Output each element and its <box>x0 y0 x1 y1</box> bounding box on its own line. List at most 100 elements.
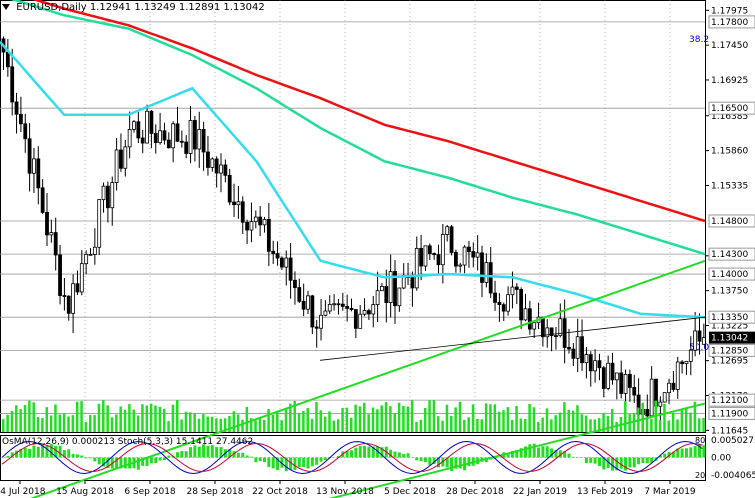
volume-bar <box>419 419 423 432</box>
volume-bar <box>184 411 188 432</box>
volume-bar <box>319 410 323 432</box>
candle-body <box>645 408 650 417</box>
volume-bar <box>228 415 231 432</box>
osma-bar <box>289 457 293 470</box>
osma-bar <box>415 457 419 461</box>
volume-bar <box>119 406 122 432</box>
candle-body <box>249 221 254 231</box>
osma-bar <box>89 457 92 459</box>
volume-bar <box>32 402 35 432</box>
candle-body <box>110 182 115 209</box>
candle-body <box>18 113 23 125</box>
volume-bar <box>145 405 149 432</box>
candle-body <box>288 257 293 281</box>
candle-body <box>453 252 458 267</box>
moving-average-line <box>10 0 706 256</box>
candle-body <box>632 387 637 396</box>
volume-bar <box>532 407 536 432</box>
candle-body <box>488 262 493 294</box>
volume-bar <box>128 404 131 432</box>
volume-bar <box>584 415 588 432</box>
volume-bar <box>632 413 636 432</box>
osma-bar <box>489 457 493 460</box>
candle-body <box>597 360 602 369</box>
candle-body <box>414 247 419 289</box>
candle-body <box>327 303 332 312</box>
volume-bar <box>663 403 666 432</box>
volume-bar <box>28 400 31 432</box>
trend-line-upper <box>29 259 706 498</box>
osma-bar <box>306 457 310 469</box>
candle-body <box>210 158 215 168</box>
time-tick-label: 28 Sep 2018 <box>186 487 243 497</box>
level-label: 1.13350 <box>711 313 748 323</box>
volume-bar <box>167 421 170 432</box>
volume-bar <box>350 417 353 432</box>
dropdown-triangle-icon[interactable] <box>2 4 10 10</box>
osma-group <box>2 443 706 472</box>
volume-bar <box>258 418 262 432</box>
volume-bar <box>219 418 222 432</box>
level-label: 1.14000 <box>711 270 748 280</box>
trend-line-thin <box>319 316 706 361</box>
level-label-box <box>708 15 755 29</box>
candle-body <box>601 367 606 389</box>
volume-bar <box>371 407 375 432</box>
candle-body <box>475 252 480 258</box>
candle-body <box>223 164 228 176</box>
candle-body <box>523 308 528 321</box>
osma-bar <box>271 457 275 469</box>
time-tick-label: 28 Dec 2018 <box>446 487 504 497</box>
volume-bar <box>36 416 40 432</box>
osma-bar <box>358 446 362 458</box>
osma-bar <box>606 457 610 469</box>
osma-bar <box>141 457 145 466</box>
candle-body <box>32 158 36 174</box>
time-tick-label: 15 Aug 2018 <box>56 487 114 497</box>
volume-bar <box>80 401 83 432</box>
volume-bar <box>537 421 540 432</box>
volume-bar <box>428 400 431 432</box>
volume-bar <box>280 420 283 432</box>
volume-bar <box>493 404 497 432</box>
stoch-label: Stoch(5,3,3) 15.1411 27.4462 <box>117 437 254 447</box>
osma-bar <box>689 447 693 458</box>
osma-bar <box>228 449 232 458</box>
candle-body <box>506 294 511 312</box>
volume-bar <box>328 411 331 432</box>
osma-bar <box>480 457 484 462</box>
candle-body <box>693 330 698 351</box>
candle-body <box>219 164 223 174</box>
candle-body <box>119 149 123 169</box>
volume-bar <box>410 400 414 432</box>
candle-body <box>419 247 424 267</box>
volume-bar <box>332 420 336 432</box>
candle-body <box>27 138 32 174</box>
volume-bar <box>384 402 388 432</box>
volume-bar <box>445 404 449 432</box>
volume-bar <box>658 420 662 432</box>
candle-body <box>253 216 258 223</box>
osma-bar <box>558 450 562 458</box>
candle-body <box>227 174 232 203</box>
osma-bar <box>524 446 527 458</box>
level-label-box <box>708 267 755 281</box>
candle-body <box>349 307 354 310</box>
osma-bar <box>423 457 427 462</box>
osma-bar <box>136 457 140 470</box>
volume-bar <box>158 406 162 432</box>
osma-bar <box>684 448 688 458</box>
volume-bar <box>136 415 140 432</box>
volume-bar <box>550 419 553 432</box>
volume-bar <box>467 417 470 432</box>
level-label-box <box>708 247 755 261</box>
candle-body <box>593 360 597 372</box>
candle-body <box>62 295 67 297</box>
volume-bar <box>106 405 109 432</box>
volume-group <box>2 400 705 432</box>
osma-bar <box>280 457 284 468</box>
candle-body <box>619 372 624 394</box>
volume-bar <box>406 406 410 432</box>
